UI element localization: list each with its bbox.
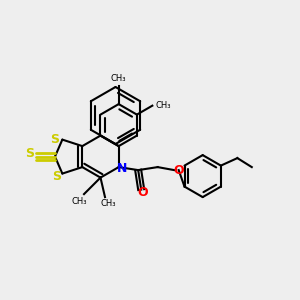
Text: S: S bbox=[26, 147, 34, 160]
Text: O: O bbox=[173, 164, 184, 177]
Text: S: S bbox=[50, 133, 59, 146]
Text: O: O bbox=[137, 186, 148, 199]
Text: S: S bbox=[52, 170, 61, 183]
Text: CH₃: CH₃ bbox=[100, 200, 116, 208]
Text: CH₃: CH₃ bbox=[156, 101, 171, 110]
Text: CH₃: CH₃ bbox=[72, 196, 87, 206]
Text: N: N bbox=[116, 162, 127, 175]
Text: CH₃: CH₃ bbox=[111, 74, 126, 82]
